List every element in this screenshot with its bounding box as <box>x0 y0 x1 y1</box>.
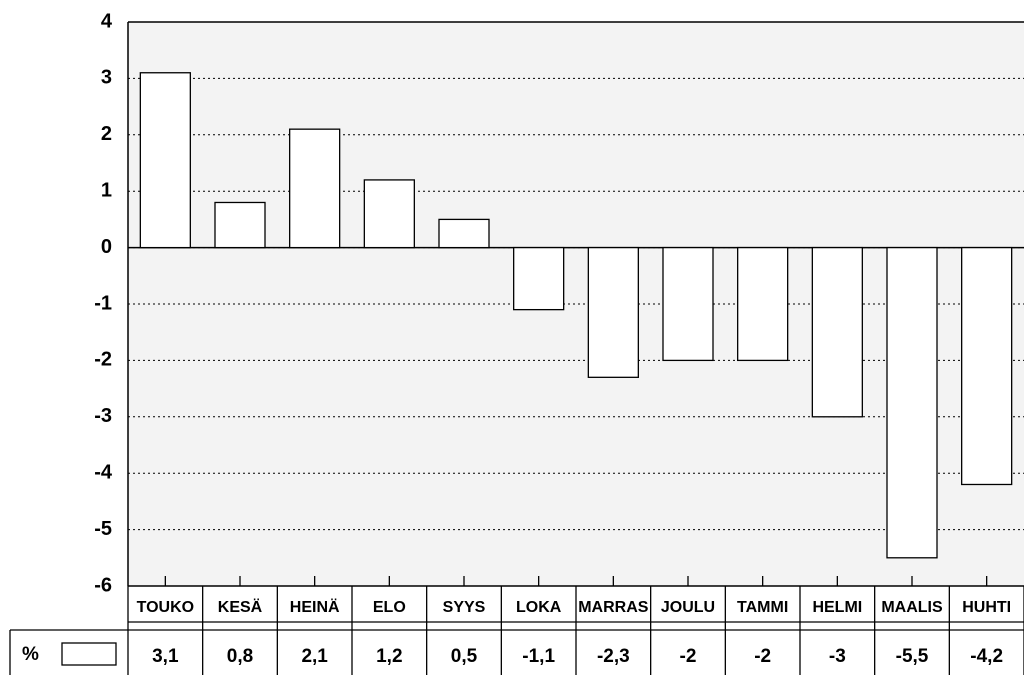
x-tick-label: MARRAS <box>578 599 649 616</box>
x-tick-label: KESÄ <box>218 598 263 616</box>
data-label: 2,1 <box>301 646 328 667</box>
data-label: -4,2 <box>970 646 1003 667</box>
x-tick-label: HEINÄ <box>290 598 340 616</box>
y-tick-label: -1 <box>94 292 112 314</box>
data-label: -5,5 <box>896 646 929 667</box>
x-tick-label: ELO <box>373 599 406 616</box>
y-tick-label: -6 <box>94 574 112 596</box>
legend-label: % <box>22 644 39 665</box>
bar <box>662 246 714 362</box>
bar <box>961 246 1013 486</box>
y-tick-label: -5 <box>94 518 112 540</box>
y-tick-label: 2 <box>101 123 112 145</box>
bar <box>438 218 490 249</box>
x-tick-label: SYYS <box>443 599 486 616</box>
data-label: 1,2 <box>376 646 402 667</box>
legend-swatch <box>61 642 117 666</box>
y-tick-label: -2 <box>94 349 112 371</box>
data-label: -2,3 <box>597 646 630 667</box>
data-label: -2 <box>754 646 771 667</box>
x-tick-label: HELMI <box>812 599 862 616</box>
bar <box>886 246 938 559</box>
x-tick-label: MAALIS <box>881 599 943 616</box>
data-label: 0,8 <box>227 646 253 667</box>
data-label: 0,5 <box>451 646 478 667</box>
x-tick-label: JOULU <box>661 599 715 616</box>
bar <box>587 246 639 378</box>
bar <box>737 246 789 362</box>
x-tick-label: TOUKO <box>137 599 194 616</box>
data-label: -2 <box>680 646 697 667</box>
y-tick-label: -3 <box>94 405 112 427</box>
data-label: -1,1 <box>522 646 555 667</box>
y-tick-label: 4 <box>101 10 113 32</box>
y-tick-label: -4 <box>94 461 113 483</box>
bar <box>513 246 565 311</box>
data-label: 3,1 <box>152 646 179 667</box>
bar <box>139 72 191 249</box>
bar <box>363 179 415 249</box>
y-tick-label: 3 <box>101 67 112 89</box>
x-tick-label: LOKA <box>516 599 562 616</box>
data-label: -3 <box>829 646 846 667</box>
bar <box>289 128 341 249</box>
bar <box>811 246 863 418</box>
y-tick-label: 1 <box>101 179 112 201</box>
y-tick-label: 0 <box>101 236 112 258</box>
bar <box>214 201 266 249</box>
x-tick-label: HUHTI <box>962 599 1011 616</box>
x-tick-label: TAMMI <box>737 599 788 616</box>
